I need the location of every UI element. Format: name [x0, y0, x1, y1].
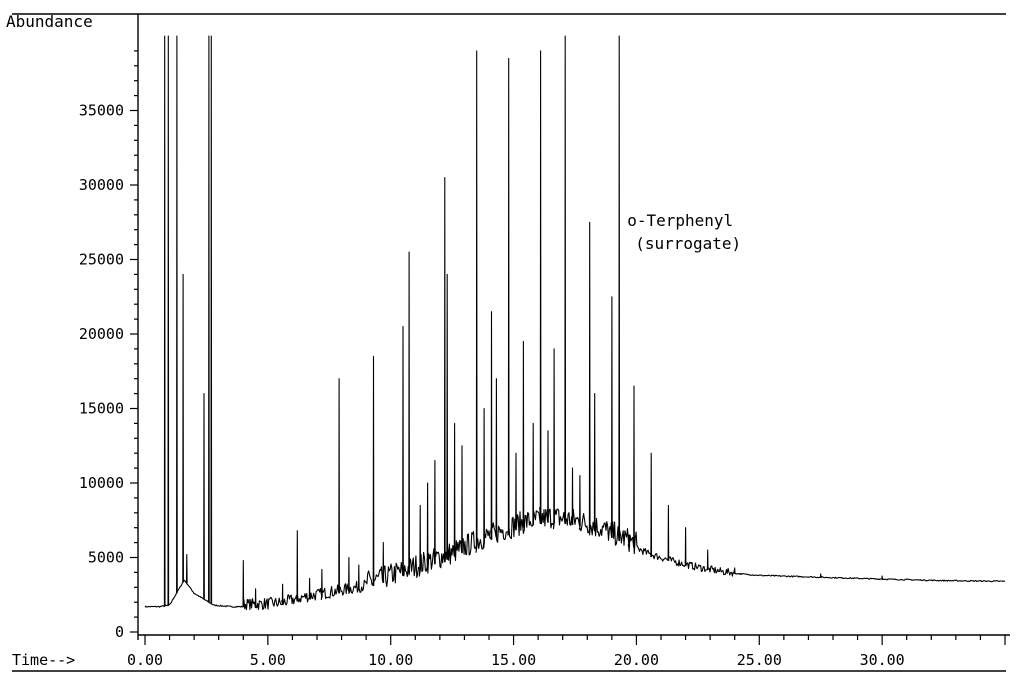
y-tick-label: 15000 [79, 400, 124, 418]
y-tick-label: 25000 [79, 251, 124, 269]
y-tick-label: 0 [115, 623, 124, 641]
x-tick-label: 15.00 [491, 651, 536, 669]
annotation-compound: o-Terphenyl [627, 211, 733, 230]
y-tick-label: 30000 [79, 176, 124, 194]
x-tick-label: 0.00 [127, 651, 163, 669]
y-tick-label: 5000 [88, 549, 124, 567]
x-tick-label: 5.00 [250, 651, 286, 669]
x-tick-label: 20.00 [614, 651, 659, 669]
chromatogram-line [144, 35, 1006, 611]
y-axis-title: Abundance [6, 12, 93, 31]
x-axis-title: Time--> [12, 651, 75, 669]
y-tick-label: 10000 [79, 474, 124, 492]
plot-frame [12, 13, 1010, 672]
y-tick-label: 20000 [79, 325, 124, 343]
x-axis-ticks: 0.00 5.00 10.00 15.00 20.00 25.00 30.00 [127, 635, 1006, 669]
chromatogram-trace [144, 35, 1006, 611]
x-tick-label: 30.00 [860, 651, 905, 669]
annotation-role: (surrogate) [635, 234, 741, 253]
x-tick-label: 25.00 [737, 651, 782, 669]
x-tick-label: 10.00 [368, 651, 413, 669]
peak-annotations: o-Terphenyl (surrogate) [627, 211, 741, 253]
y-axis-ticks: 0 5000 10000 15000 20000 25000 30000 35000 [79, 50, 138, 641]
y-tick-label: 35000 [79, 102, 124, 120]
